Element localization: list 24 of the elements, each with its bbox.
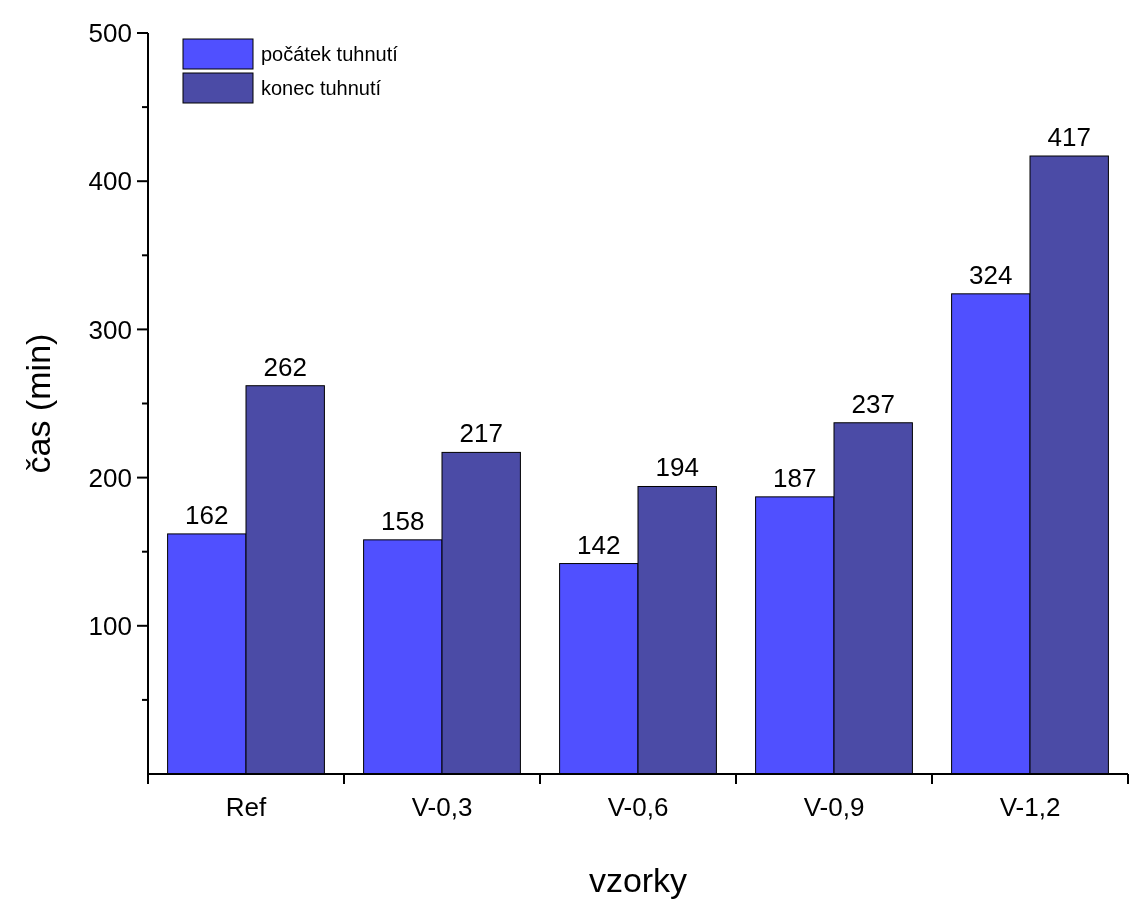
y-tick-label: 500 <box>88 18 132 49</box>
legend-label: počátek tuhnutí <box>261 43 399 65</box>
x-axis-title: vzorky <box>588 861 688 899</box>
y-tick-label: 300 <box>88 314 132 345</box>
data-label: 187 <box>773 462 817 493</box>
legend-label: konec tuhnutí <box>261 77 382 99</box>
y-axis-title: čas (min) <box>19 333 57 474</box>
data-label: 158 <box>381 505 425 536</box>
x-tick-label: Ref <box>225 792 267 822</box>
y-tick-label: 200 <box>88 462 132 493</box>
y-tick-label: 100 <box>88 610 132 641</box>
y-tick-label: 400 <box>88 166 132 197</box>
data-label: 262 <box>263 351 307 382</box>
data-label: 217 <box>459 418 503 449</box>
data-label: 237 <box>851 388 895 419</box>
x-tick-label: V-0,9 <box>803 792 865 822</box>
data-label: 194 <box>655 452 699 483</box>
x-tick-label: V-0,6 <box>607 792 669 822</box>
x-tick-label: V-1,2 <box>999 792 1061 822</box>
data-label: 162 <box>185 499 229 530</box>
data-label: 417 <box>1047 122 1091 153</box>
data-label: 324 <box>969 259 1013 290</box>
x-tick-label: V-0,3 <box>411 792 473 822</box>
data-label: 142 <box>577 529 621 560</box>
